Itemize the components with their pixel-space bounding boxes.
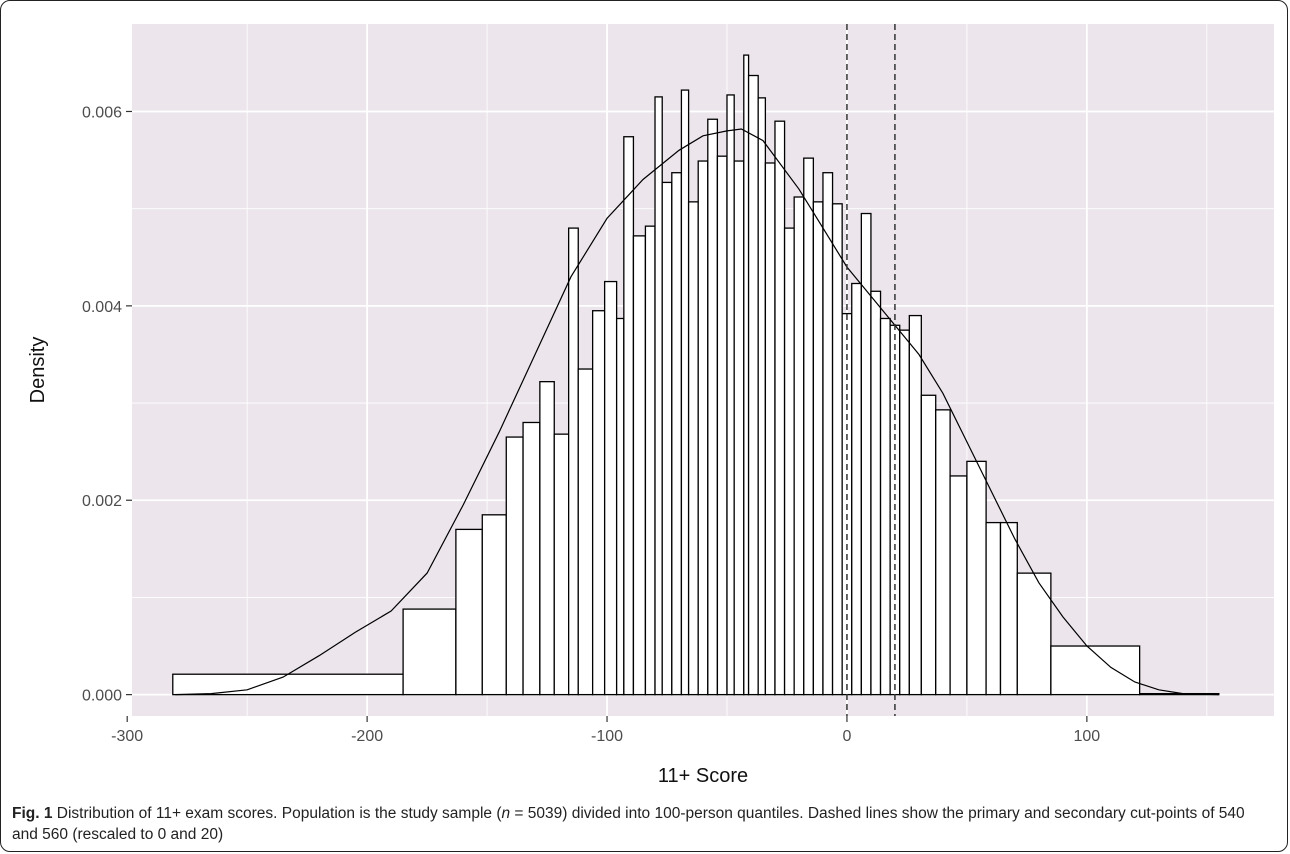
x-axis-ticks: -300 -200 -100 0 100: [111, 716, 1100, 745]
histogram-bar: [172, 673, 404, 696]
histogram-bar: [1016, 572, 1052, 696]
histogram-bar: [812, 201, 824, 696]
histogram-bar: [661, 181, 673, 696]
histogram-bar: [774, 120, 786, 696]
histogram-bar: [966, 460, 987, 696]
histogram-bars: [172, 54, 1220, 696]
histogram-bar: [632, 235, 647, 696]
caption-text-part-1: Distribution of 11+ exam scores. Populat…: [52, 805, 502, 822]
histogram-chart: 0.000 0.002 0.004 0.006 -300 -200 -100 0 100 11…: [27, 24, 1274, 787]
histogram-bar: [455, 528, 483, 696]
histogram-bar: [481, 514, 507, 696]
histogram-bar: [623, 136, 635, 696]
x-tick-label: -100: [591, 728, 623, 745]
histogram-bar: [935, 409, 951, 696]
y-axis-title: Density: [27, 337, 49, 404]
histogram-bar: [822, 172, 834, 696]
histogram-bar: [505, 436, 524, 696]
figure-label: Fig. 1: [12, 805, 53, 822]
histogram-bar: [870, 290, 882, 696]
histogram-bar: [999, 521, 1018, 696]
histogram-bar: [949, 475, 968, 696]
histogram-bar: [687, 201, 699, 696]
histogram-bar: [644, 225, 656, 696]
y-tick-label: 0.004: [82, 299, 122, 316]
histogram-bar: [615, 317, 625, 696]
x-tick-label: -200: [351, 728, 383, 745]
histogram-bar: [747, 74, 759, 696]
y-axis-ticks: 0.000 0.002 0.004 0.006: [82, 104, 132, 705]
histogram-bar: [553, 433, 570, 696]
histogram-bar: [603, 280, 618, 696]
histogram-bar: [851, 282, 862, 696]
histogram-bar: [743, 54, 750, 696]
histogram-bar: [707, 118, 719, 696]
histogram-bar: [803, 157, 815, 696]
histogram-bar: [654, 96, 663, 696]
histogram-bar: [697, 160, 709, 696]
x-tick-label: -300: [111, 728, 143, 745]
caption-n-symbol: n: [501, 805, 511, 822]
histogram-bar: [539, 381, 555, 696]
caption-text-part-2: = 5039) divided into 100-person quantile…: [12, 805, 1245, 843]
histogram-bar: [577, 368, 594, 696]
histogram-bar: [402, 608, 457, 696]
y-tick-label: 0.006: [82, 104, 122, 121]
histogram-bar: [783, 227, 795, 696]
histogram-bar: [908, 314, 922, 696]
cut-point-lines: [846, 24, 896, 716]
histogram-bar: [522, 421, 541, 696]
histogram-bar: [899, 329, 910, 696]
histogram-bar: [1138, 692, 1220, 696]
x-axis-title: 11+ Score: [658, 765, 748, 787]
histogram-bar: [793, 196, 805, 696]
y-tick-label: 0.000: [82, 688, 122, 705]
histogram-bar: [716, 155, 728, 696]
histogram-bar: [567, 227, 579, 696]
x-tick-label: 0: [842, 728, 851, 745]
histogram-bar: [920, 394, 937, 696]
density-curve: [175, 128, 1219, 696]
histogram-bar: [764, 162, 776, 696]
histogram-bar: [879, 317, 891, 696]
figure-caption: Fig. 1 Distribution of 11+ exam scores. …: [12, 803, 1274, 845]
histogram-bar: [757, 97, 767, 696]
x-tick-label: 100: [1074, 728, 1101, 745]
histogram-bar: [726, 94, 735, 696]
histogram-bar: [831, 203, 843, 696]
histogram-bar: [671, 172, 683, 696]
histogram-bar: [591, 310, 606, 696]
histogram-bar: [733, 160, 745, 696]
histogram-bar: [985, 521, 1002, 696]
histogram-bar: [680, 89, 690, 696]
y-tick-label: 0.002: [82, 493, 122, 510]
